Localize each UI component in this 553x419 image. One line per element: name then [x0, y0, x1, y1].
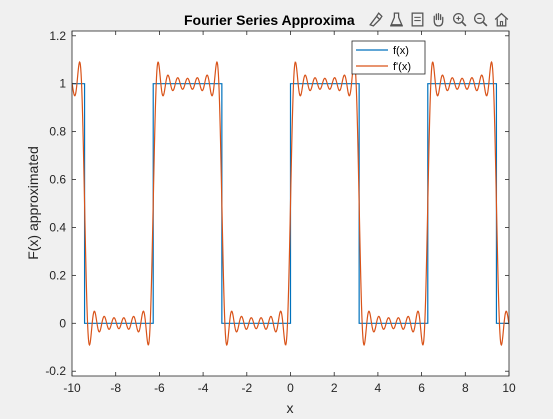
brush-button[interactable]	[366, 9, 385, 29]
x-axis-ticks: -10 -8 -6 -4 -2 0 2 4 6 8 10	[63, 31, 516, 395]
data-tips-icon	[390, 11, 403, 27]
plot-area	[72, 60, 509, 347]
x-tick-label: -6	[154, 381, 165, 395]
x-tick-label: 8	[462, 381, 469, 395]
x-tick-label: -8	[110, 381, 121, 395]
x-tick-label: -4	[198, 381, 209, 395]
y-axis-ticks: -0.2 0 0.2 0.4 0.6 0.8 1 1.2	[45, 29, 509, 378]
chart-title: Fourier Series Approxima	[184, 12, 355, 28]
restore-view-button[interactable]	[408, 9, 427, 29]
y-tick-label: 0	[59, 316, 66, 330]
x-tick-label: 4	[375, 381, 382, 395]
restore-view-icon	[411, 11, 424, 27]
brush-icon	[369, 11, 383, 27]
y-tick-label: -0.2	[45, 364, 66, 378]
home-icon	[494, 12, 509, 27]
y-tick-label: 0.4	[49, 220, 66, 234]
x-tick-label: 2	[331, 381, 338, 395]
legend-box	[351, 40, 426, 75]
data-tips-button[interactable]	[387, 9, 406, 29]
legend-label-f: f(x)	[393, 45, 409, 57]
legend[interactable]: f(x) f'(x)	[351, 40, 426, 75]
y-tick-label: 0.8	[49, 125, 66, 139]
x-tick-label: -2	[241, 381, 252, 395]
x-tick-label: 6	[418, 381, 425, 395]
y-tick-label: 0.2	[49, 268, 66, 282]
y-tick-label: 1.2	[49, 29, 66, 43]
home-button[interactable]	[492, 9, 511, 29]
zoom-in-button[interactable]	[450, 9, 469, 29]
series-fprime-line	[72, 60, 509, 347]
x-tick-label: -10	[63, 381, 81, 395]
x-axis-label: x	[287, 400, 294, 416]
pan-button[interactable]	[429, 9, 448, 29]
pan-hand-icon	[433, 12, 444, 27]
y-axis-label: F(x) approximated	[25, 146, 41, 260]
x-tick-label: 0	[287, 381, 294, 395]
zoom-out-icon	[474, 12, 488, 26]
x-tick-label: 10	[502, 381, 516, 395]
y-tick-label: 0.6	[49, 173, 66, 187]
y-tick-label: 1	[59, 77, 66, 91]
zoom-out-button[interactable]	[471, 9, 490, 29]
zoom-in-icon	[453, 12, 467, 26]
axes-toolbar	[366, 8, 511, 30]
legend-label-fprime: f'(x)	[393, 61, 411, 73]
